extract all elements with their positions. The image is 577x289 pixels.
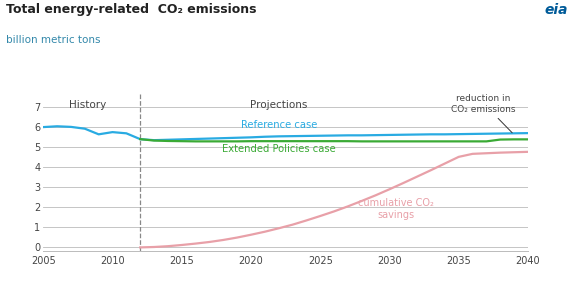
Text: Projections: Projections bbox=[250, 99, 308, 110]
Text: Extended Policies case: Extended Policies case bbox=[222, 144, 336, 154]
Text: reduction in
CO₂ emissions: reduction in CO₂ emissions bbox=[451, 94, 516, 133]
Text: billion metric tons: billion metric tons bbox=[6, 35, 100, 45]
Text: eia: eia bbox=[545, 3, 568, 17]
Text: Reference case: Reference case bbox=[241, 120, 317, 130]
Text: cumulative CO₂
savings: cumulative CO₂ savings bbox=[358, 198, 434, 220]
Text: History: History bbox=[69, 99, 106, 110]
Text: Total energy-related  CO₂ emissions: Total energy-related CO₂ emissions bbox=[6, 3, 256, 16]
